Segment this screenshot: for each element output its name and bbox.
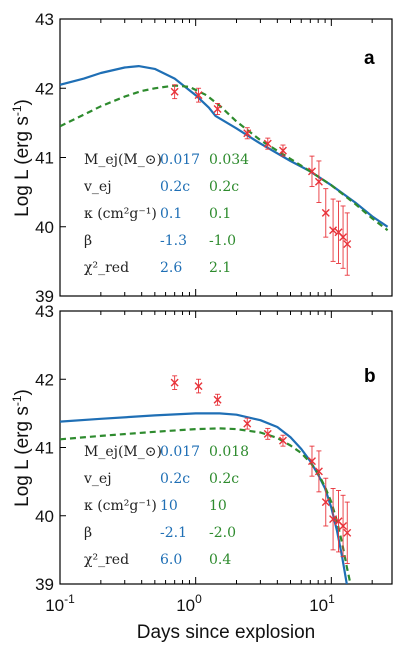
parameter-value-green: 0.2c [209,179,239,195]
parameter-value-blue: 10 [160,498,178,514]
panel-b-ylabel: Log L (erg s-1) [10,389,33,507]
data-point [213,103,222,116]
panel-a-observations [170,84,352,276]
data-point [243,417,252,430]
y-tick-label: 40 [35,218,54,237]
parameter-value-blue: 0.017 [160,444,200,460]
data-point [263,137,272,150]
y-tick-label: 39 [35,575,54,594]
panel-b-letter: b [364,366,376,387]
parameter-value-green: 0.018 [209,444,249,460]
y-tick-label: 43 [35,10,54,29]
parameter-value-blue: 0.2c [160,471,190,487]
y-tick-label: 42 [35,370,54,389]
data-point [343,212,352,276]
data-point [321,477,330,527]
y-tick-label: 43 [35,302,54,321]
parameter-label: χ²_red [84,552,129,568]
parameter-value-green: 2.1 [209,260,231,276]
x-tick-label: 101 [309,592,335,615]
data-point [263,427,272,440]
data-point [334,200,343,264]
parameter-value-blue: -1.3 [160,233,187,249]
data-point [307,445,316,477]
parameter-value-green: 10 [209,498,227,514]
data-point [343,501,352,564]
data-point [213,393,222,406]
data-point [329,198,338,262]
y-tick-label: 41 [35,149,54,168]
parameter-value-green: -1.0 [209,233,236,249]
data-point [339,494,348,558]
parameter-value-green: -2.0 [209,525,236,541]
y-tick-label: 39 [35,287,54,306]
parameter-value-blue: -2.1 [160,525,187,541]
panel-a-ylabel: Log L (erg s-1) [10,99,33,217]
data-point [314,160,323,203]
parameter-label: M_ej(M_⊙) [84,152,162,168]
model-curve-dashed-green [60,84,389,232]
data-point [194,87,203,103]
parameter-value-blue: 6.0 [160,552,182,568]
parameter-label: κ (cm²g⁻¹) [84,498,157,514]
parameter-label: v_ej [83,179,112,195]
x-tick-label: 100 [176,592,202,615]
panel-a-series [60,64,389,232]
parameter-value-blue: 0.2c [160,179,190,195]
y-tick-label: 40 [35,507,54,526]
panel-b-ticks: 39 40 41 42 43 [35,302,373,594]
parameter-value-green: 0.4 [209,552,231,568]
parameter-label: β [84,233,92,249]
parameter-label: v_ej [83,471,112,487]
parameter-value-green: 0.2c [209,471,239,487]
data-point [170,375,179,390]
parameter-value-green: 0.034 [209,152,249,168]
x-axis-label: Days since explosion [137,622,315,643]
parameter-value-blue: 0.017 [160,152,200,168]
parameter-value-blue: 2.6 [160,260,182,276]
parameter-label: κ (cm²g⁻¹) [84,206,157,222]
parameter-label: β [84,525,92,541]
model-curve-dashed-green [60,427,352,584]
parameter-value-blue: 0.1 [160,206,182,222]
parameter-label: M_ej(M_⊙) [84,444,162,460]
panel-a-letter: a [364,48,375,69]
y-tick-label: 41 [35,439,54,458]
parameter-label: χ²_red [84,260,129,276]
data-point [278,144,287,157]
data-point [194,378,203,394]
data-point [329,488,338,551]
x-tick-label: 10-1 [45,592,75,615]
data-point [314,450,323,493]
data-point [321,188,330,238]
panel-b-observations [170,375,352,564]
data-point [170,84,179,100]
data-point [243,127,252,140]
data-point [278,434,287,447]
data-point [339,205,348,269]
parameter-value-green: 0.1 [209,206,231,222]
x-tick-labels: 10-1 100 101 [45,592,335,615]
y-tick-label: 42 [35,79,54,98]
panel-a-ticks: 39 40 41 42 43 [35,10,373,306]
data-point [307,155,316,188]
